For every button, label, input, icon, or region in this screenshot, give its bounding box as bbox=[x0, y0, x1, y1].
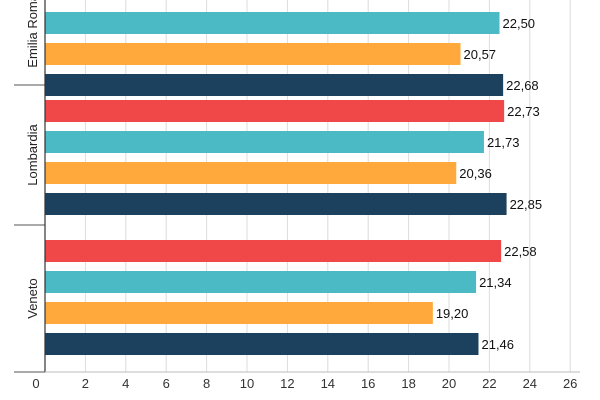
x-tick-label: 14 bbox=[321, 376, 335, 391]
bar bbox=[45, 43, 461, 65]
bar bbox=[45, 162, 457, 184]
bar bbox=[45, 271, 477, 293]
x-tick-label: 6 bbox=[163, 376, 170, 391]
x-tick-label: 24 bbox=[523, 376, 537, 391]
category-label: Emilia Romagna bbox=[25, 0, 40, 68]
value-label: 20,36 bbox=[459, 166, 492, 181]
value-label: 20,57 bbox=[464, 47, 497, 62]
value-label: 22,85 bbox=[510, 197, 543, 212]
value-label: 21,73 bbox=[487, 135, 520, 150]
bar bbox=[45, 100, 505, 122]
bar bbox=[45, 333, 479, 355]
value-label: 22,58 bbox=[504, 244, 537, 259]
bar bbox=[45, 193, 507, 215]
value-label: 21,46 bbox=[481, 337, 514, 352]
bar bbox=[45, 74, 504, 96]
x-tick-label: 4 bbox=[122, 376, 129, 391]
category-label: Lombardia bbox=[25, 124, 40, 186]
value-label: 21,34 bbox=[479, 275, 512, 290]
x-tick-label: 12 bbox=[280, 376, 294, 391]
bar bbox=[45, 240, 502, 262]
bar bbox=[45, 302, 433, 324]
category-label: Veneto bbox=[25, 278, 40, 319]
x-tick-label: 20 bbox=[442, 376, 456, 391]
value-label: 19,20 bbox=[436, 306, 469, 321]
bar bbox=[45, 12, 500, 34]
x-tick-label: 26 bbox=[563, 376, 577, 391]
x-tick-label: 10 bbox=[240, 376, 254, 391]
value-labels: 22,50 20,57 22,68 22,73 21,73 20,36 22,85 22,58… bbox=[436, 16, 542, 352]
x-tick-label: 22 bbox=[482, 376, 496, 391]
x-tick-label: 8 bbox=[203, 376, 210, 391]
value-label: 22,68 bbox=[506, 78, 539, 93]
bars bbox=[45, 12, 507, 355]
axes bbox=[14, 0, 580, 373]
value-label: 22,50 bbox=[503, 16, 536, 31]
bar bbox=[45, 131, 484, 153]
x-tick-label: 16 bbox=[361, 376, 375, 391]
x-tick-label: 0 bbox=[32, 376, 39, 391]
x-tick-labels: 0 2 4 6 8 10 12 14 16 18 20 22 24 26 bbox=[32, 376, 577, 391]
x-tick-label: 2 bbox=[82, 376, 89, 391]
category-labels: Emilia Romagna Lombardia Veneto bbox=[25, 0, 40, 319]
x-tick-label: 18 bbox=[401, 376, 415, 391]
value-label: 22,73 bbox=[507, 104, 540, 119]
